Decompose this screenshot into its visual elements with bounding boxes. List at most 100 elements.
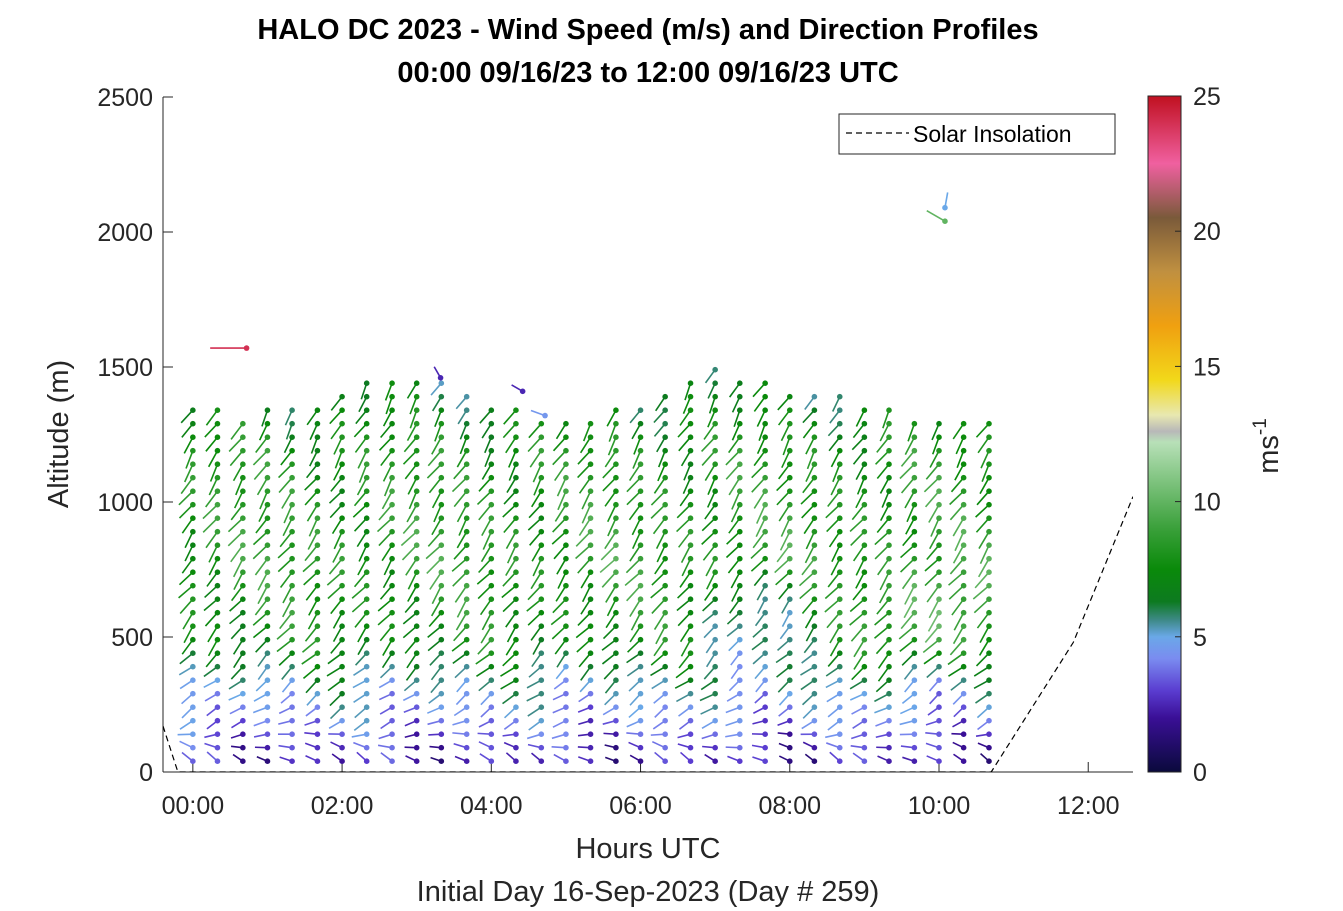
wind-barb-dot bbox=[190, 474, 196, 481]
wind-barb-dot bbox=[214, 758, 221, 764]
wind-barb-dot bbox=[736, 407, 743, 414]
colorbar-tick-label: 25 bbox=[1193, 83, 1221, 111]
wind-barb-dot bbox=[289, 528, 295, 535]
wind-barb-dot bbox=[587, 555, 594, 562]
wind-barb-shaft bbox=[628, 504, 642, 521]
wind-barb-dot bbox=[936, 474, 942, 481]
wind-barb-dot bbox=[736, 393, 743, 400]
wind-barb-dot bbox=[214, 731, 221, 737]
wind-barb-dot bbox=[762, 515, 768, 521]
wind-barb-dot bbox=[190, 596, 196, 602]
wind-barb-dot bbox=[687, 474, 694, 481]
wind-barb-shaft bbox=[505, 639, 517, 656]
wind-barb-dot bbox=[214, 434, 221, 441]
wind-barb-dot bbox=[314, 744, 321, 751]
wind-barb-shaft bbox=[302, 558, 318, 573]
wind-barb-shaft bbox=[431, 517, 443, 536]
wind-barb-dot bbox=[836, 636, 843, 643]
wind-barb-dot bbox=[438, 704, 445, 710]
wind-barb-dot bbox=[886, 596, 892, 602]
wind-barb-shaft bbox=[824, 585, 841, 600]
wind-barb-shaft bbox=[975, 504, 990, 518]
wind-barb-dot bbox=[960, 461, 967, 468]
wind-barb-dot bbox=[613, 717, 619, 724]
wind-barb-dot bbox=[637, 636, 644, 643]
wind-barb-dot bbox=[637, 447, 644, 454]
wind-barb-dot bbox=[538, 596, 545, 602]
wind-barb-dot bbox=[339, 488, 345, 495]
wind-barb-dot bbox=[190, 488, 196, 495]
wind-barb-dot bbox=[363, 758, 370, 764]
wind-barb-dot bbox=[662, 447, 668, 454]
wind-barb-dot bbox=[538, 582, 545, 589]
wind-barb-dot bbox=[413, 731, 420, 737]
wind-barb-dot bbox=[637, 731, 644, 737]
wind-barb-dot bbox=[986, 650, 992, 656]
y-tick-label: 1000 bbox=[97, 489, 153, 517]
wind-barb-dot bbox=[662, 663, 668, 670]
wind-barb-dot bbox=[413, 690, 420, 697]
wind-barb-dot bbox=[214, 677, 221, 683]
wind-barb-dot bbox=[736, 663, 743, 670]
wind-barb-shaft bbox=[382, 571, 393, 589]
wind-barb-shaft bbox=[230, 544, 244, 563]
wind-barb-dot bbox=[463, 393, 470, 400]
wind-barb-shaft bbox=[603, 666, 617, 680]
wind-barb-dot bbox=[886, 569, 892, 575]
wind-barb-dot bbox=[264, 555, 271, 562]
wind-barb-dot bbox=[861, 731, 868, 737]
wind-barb-dot bbox=[637, 690, 644, 697]
wind-barb-dot bbox=[240, 420, 246, 427]
wind-barb-dot bbox=[986, 501, 992, 508]
wind-barb-dot bbox=[736, 596, 743, 602]
wind-barb-dot bbox=[513, 758, 519, 764]
wind-barb-dot bbox=[811, 569, 818, 575]
wind-barb-shaft bbox=[306, 409, 319, 426]
wind-barb-dot bbox=[811, 744, 818, 751]
wind-barb-dot bbox=[637, 528, 644, 535]
wind-barb-shaft bbox=[282, 585, 293, 604]
wind-barb-dot bbox=[936, 623, 942, 629]
wind-barb-dot bbox=[463, 758, 470, 764]
wind-barb-dot bbox=[986, 569, 992, 575]
wind-barb-dot bbox=[712, 731, 718, 737]
wind-barb-shaft bbox=[855, 558, 866, 576]
wind-barb-dot bbox=[960, 690, 967, 697]
wind-barb-shaft bbox=[856, 477, 866, 495]
wind-barb-shaft bbox=[907, 423, 916, 442]
wind-barb-shaft bbox=[502, 598, 517, 613]
wind-barb-shaft bbox=[832, 463, 841, 483]
wind-barb-dot bbox=[911, 501, 918, 508]
wind-barb-shaft bbox=[330, 598, 343, 615]
wind-barb-shaft bbox=[855, 490, 866, 509]
wind-barb-shaft bbox=[527, 436, 542, 453]
wind-barb-shaft bbox=[556, 477, 567, 497]
wind-barb-shaft bbox=[183, 436, 194, 454]
wind-barb-dot bbox=[662, 677, 668, 683]
wind-barb-shaft bbox=[852, 544, 866, 562]
wind-barb-dot bbox=[687, 434, 694, 441]
wind-barb-shaft bbox=[852, 585, 866, 601]
wind-barb-dot bbox=[911, 636, 918, 643]
wind-barb-dot bbox=[936, 461, 942, 468]
wind-barb-dot bbox=[886, 447, 892, 454]
wind-barb-dot bbox=[339, 744, 345, 751]
wind-barb-dot bbox=[786, 758, 793, 764]
wind-barb-shaft bbox=[826, 517, 841, 533]
wind-barb-dot bbox=[960, 447, 967, 454]
wind-barb-dot bbox=[886, 744, 892, 751]
wind-barb-dot bbox=[538, 555, 545, 562]
wind-barb-dot bbox=[712, 690, 718, 697]
wind-barb-dot bbox=[762, 542, 768, 548]
wind-barb-dot bbox=[190, 555, 196, 562]
colorbar-label: ms-1 bbox=[1250, 418, 1285, 474]
wind-barb-dot bbox=[563, 515, 569, 521]
wind-barb-dot bbox=[762, 690, 768, 697]
wind-barb-dot bbox=[886, 717, 892, 724]
wind-barb-dot bbox=[762, 758, 768, 764]
wind-barb-shaft bbox=[303, 571, 318, 586]
wind-barb-shaft bbox=[805, 625, 816, 642]
wind-barb-dot bbox=[190, 744, 196, 751]
wind-barb-shaft bbox=[253, 463, 269, 480]
wind-barb-dot bbox=[413, 555, 420, 562]
